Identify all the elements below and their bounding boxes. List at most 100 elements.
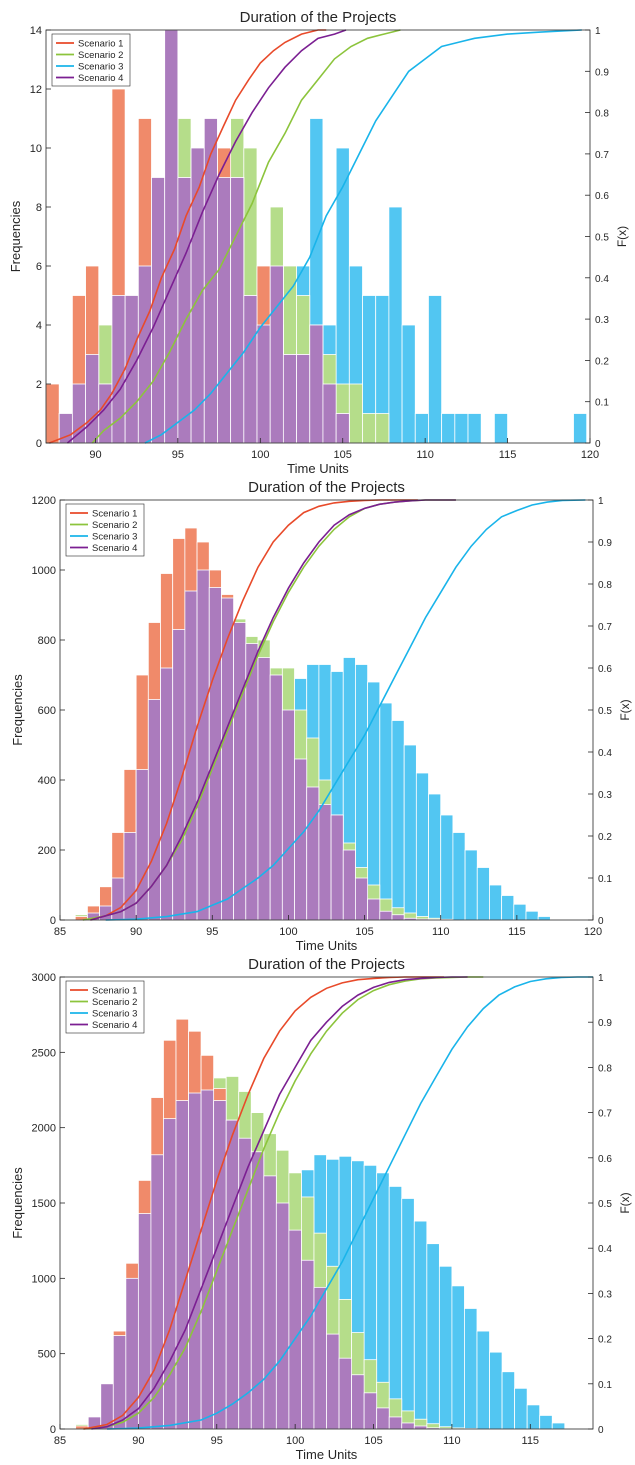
chart-title: Duration of the Projects <box>248 956 405 973</box>
histogram-bar-scenario-3 <box>493 413 508 444</box>
histogram-bar-scenario-4 <box>256 324 271 444</box>
histogram-bar-scenario-3 <box>388 206 403 444</box>
y-axis-label: Frequencies <box>10 674 25 746</box>
cdf-line-scenario-3 <box>105 499 586 921</box>
y2-axis-label: F(x) <box>615 226 629 247</box>
histogram-bar-scenario-4 <box>160 667 174 921</box>
y-tick-label: 500 <box>38 1349 56 1361</box>
chart-title: Duration of the Projects <box>248 479 405 496</box>
y2-tick-label: 0.9 <box>595 67 609 78</box>
histogram-bar-scenario-3 <box>391 720 405 921</box>
y2-tick-label: 0.5 <box>598 1199 612 1210</box>
legend-label-scenario-1: Scenario 1 <box>78 39 123 50</box>
histogram-bar-scenario-4 <box>188 1092 202 1430</box>
x-tick-label: 85 <box>54 926 66 938</box>
x-tick-label: 95 <box>211 1435 223 1447</box>
y2-tick-label: 0.6 <box>598 1154 612 1165</box>
histogram-bar-scenario-3 <box>501 1371 516 1430</box>
histogram-bar-scenario-4 <box>269 674 283 921</box>
x-axis-label: Time Units <box>296 1447 358 1462</box>
y2-tick-label: 0 <box>595 439 601 450</box>
x-tick-label: 95 <box>172 449 184 461</box>
y-tick-label: 1500 <box>32 1198 56 1210</box>
chart-title: Duration of the Projects <box>240 9 397 26</box>
histogram-bar-scenario-4 <box>391 914 405 921</box>
x-tick-label: 110 <box>432 926 450 938</box>
histogram-bar-scenario-3 <box>489 1351 503 1430</box>
histogram-bar-scenario-4 <box>233 622 247 921</box>
x-tick-label: 115 <box>522 1435 540 1447</box>
y2-tick-label: 0.3 <box>598 1289 612 1300</box>
y2-tick-label: 0 <box>598 916 604 927</box>
histogram-bar-scenario-4 <box>225 1119 240 1430</box>
cdf-line-scenario-4 <box>90 499 456 921</box>
x-tick-label: 110 <box>443 1435 461 1447</box>
x-axis-label: Time Units <box>287 461 349 476</box>
legend-label-scenario-2: Scenario 2 <box>78 50 123 61</box>
histogram-bar-scenario-3 <box>452 832 466 921</box>
histogram-bar-scenario-4 <box>184 590 198 921</box>
x-tick-label: 90 <box>132 1435 144 1447</box>
y2-tick-label: 1 <box>598 496 604 507</box>
histogram-bar-scenario-4 <box>338 1357 352 1430</box>
histogram-bar-scenario-3 <box>476 1330 490 1430</box>
histogram-bar-scenario-1 <box>45 383 60 444</box>
histogram-bar-scenario-3 <box>451 1285 465 1430</box>
y-tick-label: 400 <box>38 775 56 787</box>
x-tick-label: 90 <box>89 449 101 461</box>
y2-tick-label: 0.9 <box>598 1018 612 1029</box>
histogram-bar-scenario-3 <box>514 1387 528 1430</box>
histogram-bar-scenario-3 <box>539 1415 553 1430</box>
cdf-line-scenario-3 <box>144 29 582 444</box>
histogram-bar-scenario-4 <box>208 587 222 921</box>
histogram-bar-scenario-3 <box>379 702 393 921</box>
x-tick-label: 115 <box>508 926 526 938</box>
histogram-bar-scenario-4 <box>296 354 311 444</box>
histogram-bar-scenario-4 <box>275 1202 290 1430</box>
histogram-bar-scenario-3 <box>525 910 539 921</box>
histogram-bar-scenario-4 <box>250 1151 265 1430</box>
y-tick-label: 0 <box>36 438 42 450</box>
y-tick-label: 2 <box>36 379 42 391</box>
histogram-bar-scenario-2 <box>375 413 390 444</box>
histogram-bar-scenario-3 <box>426 1243 440 1430</box>
y2-tick-label: 0.7 <box>595 150 609 161</box>
x-tick-label: 120 <box>584 926 602 938</box>
y2-tick-label: 0.1 <box>595 398 609 409</box>
histogram-bar-scenario-4 <box>309 324 324 444</box>
histogram-bar-scenario-4 <box>388 1416 403 1430</box>
y-tick-label: 2000 <box>32 1123 56 1135</box>
histogram-bar-scenario-3 <box>441 413 456 444</box>
histogram-bar-scenario-3 <box>415 772 429 921</box>
x-tick-label: 110 <box>416 449 434 461</box>
y-tick-label: 1000 <box>32 565 56 577</box>
histogram-bar-scenario-3 <box>401 1198 415 1430</box>
histogram-bar-scenario-4 <box>355 877 369 921</box>
histogram-bar-scenario-3 <box>438 1265 453 1430</box>
legend-label-scenario-3: Scenario 3 <box>92 532 137 543</box>
legend-label-scenario-4: Scenario 4 <box>92 543 137 554</box>
y-tick-label: 600 <box>38 705 56 717</box>
y-tick-label: 2500 <box>32 1047 56 1059</box>
cdf-line-scenario-1 <box>49 29 327 444</box>
histogram-bar-scenario-4 <box>164 29 179 444</box>
x-tick-label: 100 <box>279 926 297 938</box>
histogram-bar-scenario-4 <box>151 177 166 444</box>
y2-tick-label: 0.3 <box>595 315 609 326</box>
x-tick-label: 90 <box>130 926 142 938</box>
histogram-bar-scenario-4 <box>351 1374 365 1430</box>
histogram-bar-scenario-4 <box>281 709 295 921</box>
y2-tick-label: 0.2 <box>595 356 609 367</box>
histogram-bar-scenario-4 <box>413 1425 428 1430</box>
y2-tick-label: 0.9 <box>598 538 612 549</box>
x-tick-label: 120 <box>581 449 599 461</box>
legend-label-scenario-2: Scenario 2 <box>92 997 137 1008</box>
y2-tick-label: 0.5 <box>598 706 612 717</box>
histogram-bar-scenario-4 <box>230 177 245 444</box>
x-tick-label: 100 <box>286 1435 304 1447</box>
histogram-bar-scenario-4 <box>175 1100 189 1430</box>
y2-tick-label: 0.2 <box>598 1335 612 1346</box>
y2-tick-label: 0 <box>598 1425 604 1436</box>
histogram-bar-scenario-4 <box>379 910 393 921</box>
